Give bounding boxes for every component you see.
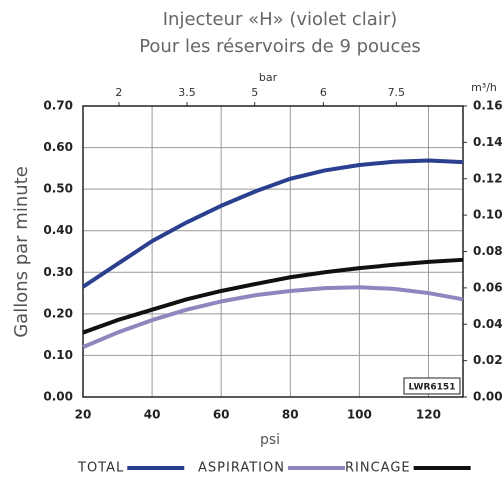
y2-tick-label: 0.00 [473,390,503,404]
legend-label: RINCAGE [345,461,411,476]
chart-title: Injecteur «H» (violet clair) [163,9,398,30]
chart-subtitle: Pour les réservoirs de 9 pouces [139,36,421,57]
y2-tick-label: 0.06 [473,280,503,294]
y-tick-label: 0.40 [43,223,73,237]
plot-border [82,105,464,398]
annotation: LWR6151 [409,383,456,393]
y2-tick-label: 0.16 [473,99,503,113]
x2-tick-label: 3.5 [178,86,196,99]
x-tick-label: 40 [144,408,161,422]
y2-tick-label: 0.14 [473,135,503,149]
y-tick-label: 0.00 [43,390,73,404]
plot-area [83,106,463,397]
y2-tick-label: 0.12 [473,171,503,185]
y-tick-label: 0.30 [43,265,73,279]
series-line [82,257,464,335]
x2-tick-label: 6 [320,86,327,99]
x2-tick-label: 5 [251,86,258,99]
y2-tick-label: 0.10 [473,208,503,222]
y-tick-label: 0.70 [43,99,73,113]
series-line [82,285,464,349]
x2-tick-label: 2 [115,86,122,99]
y-label: Gallons par minute [11,166,32,338]
y-tick-label: 0.50 [43,182,73,196]
y-tick-label: 0.20 [43,306,73,320]
legend-label: TOTAL [77,461,124,476]
y2-tick-label: 0.02 [473,353,503,367]
y2-tick-label: 0.08 [473,244,503,258]
x2-tick-label: 7.5 [388,86,406,99]
x2-label: bar [259,71,278,84]
series-line [81,158,464,289]
x-tick-label: 60 [213,408,230,422]
y2-tick-label: 0.04 [473,317,503,331]
x-tick-label: 20 [75,408,92,422]
y-tick-label: 0.10 [43,348,73,362]
legend-label: ASPIRATION [198,461,285,476]
x-tick-label: 100 [347,408,372,422]
y2-label: m³/h [471,81,497,94]
y-tick-label: 0.60 [43,140,73,154]
x-label: psi [260,432,280,448]
annotation-box [403,377,461,395]
x-tick-label: 120 [416,408,441,422]
x-tick-label: 80 [282,408,299,422]
